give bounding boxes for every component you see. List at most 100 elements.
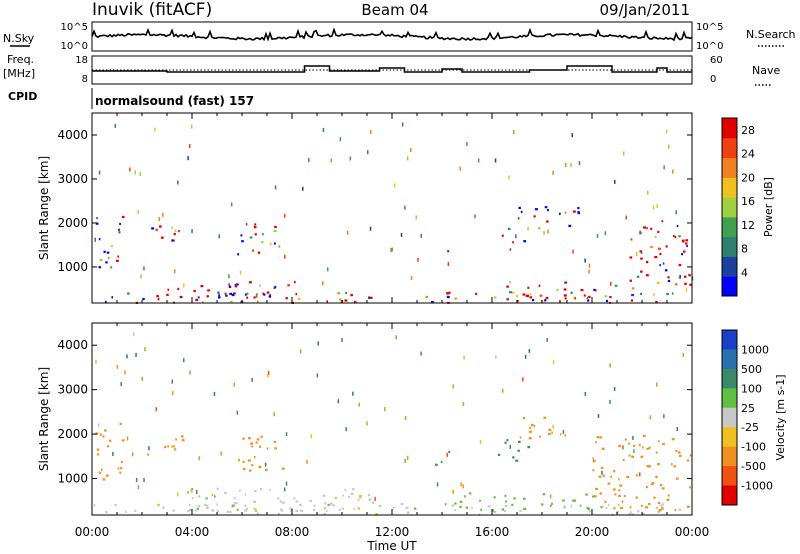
data-pixel bbox=[109, 439, 112, 442]
data-pixel bbox=[400, 232, 403, 237]
data-pixel bbox=[548, 428, 552, 431]
colorbar-swatch bbox=[722, 330, 737, 350]
data-pixel bbox=[341, 507, 344, 510]
scatter-region bbox=[506, 281, 618, 303]
data-pixel bbox=[295, 500, 299, 503]
data-pixel bbox=[105, 474, 109, 477]
data-pixel bbox=[462, 402, 465, 406]
data-pixel bbox=[119, 222, 121, 226]
data-pixel bbox=[655, 475, 658, 478]
data-pixel bbox=[509, 291, 512, 294]
data-pixel bbox=[564, 281, 567, 284]
colorbar-swatch bbox=[722, 466, 737, 487]
data-pixel bbox=[359, 494, 362, 498]
data-pixel bbox=[246, 292, 249, 295]
data-pixel bbox=[642, 512, 645, 515]
data-pixel bbox=[640, 504, 643, 507]
colorbar-swatch bbox=[722, 197, 737, 218]
data-pixel bbox=[253, 296, 256, 299]
data-pixel bbox=[259, 488, 263, 491]
date-title: 09/Jan/2011 bbox=[600, 1, 691, 19]
data-pixel bbox=[464, 495, 466, 498]
data-pixel bbox=[665, 245, 668, 248]
colorbar-tick-label: 20 bbox=[741, 171, 755, 184]
data-pixel bbox=[211, 509, 215, 512]
data-pixel bbox=[413, 507, 417, 510]
data-pixel bbox=[493, 510, 497, 514]
data-pixel bbox=[475, 292, 478, 295]
data-pixel bbox=[594, 289, 597, 292]
data-pixel bbox=[324, 502, 326, 505]
data-pixel bbox=[446, 296, 450, 299]
data-pixel bbox=[613, 386, 616, 391]
data-pixel bbox=[658, 509, 662, 512]
data-pixel bbox=[267, 373, 269, 378]
data-pixel bbox=[137, 485, 140, 490]
data-pixel bbox=[588, 510, 592, 513]
data-pixel bbox=[229, 300, 233, 304]
x-tick-label: 00:00 bbox=[75, 525, 110, 539]
data-pixel bbox=[671, 292, 674, 295]
data-pixel bbox=[176, 492, 179, 497]
data-pixel bbox=[181, 439, 185, 442]
data-pixel bbox=[277, 512, 280, 515]
data-pixel bbox=[594, 495, 597, 498]
data-pixel bbox=[269, 242, 272, 245]
data-pixel bbox=[552, 170, 554, 175]
data-pixel bbox=[327, 267, 329, 272]
data-pixel bbox=[672, 169, 674, 174]
data-pixel bbox=[612, 488, 616, 491]
colorbar-tick-label: 16 bbox=[741, 195, 755, 208]
data-pixel bbox=[556, 288, 559, 292]
data-pixel bbox=[527, 286, 530, 289]
colorbar-tick-label: -1000 bbox=[741, 480, 773, 493]
data-pixel bbox=[234, 285, 238, 288]
data-pixel bbox=[676, 224, 679, 228]
panel-background bbox=[92, 113, 692, 303]
data-pixel bbox=[174, 229, 177, 232]
data-pixel bbox=[676, 427, 678, 431]
data-pixel bbox=[323, 512, 326, 516]
colorbar-label: Velocity [m s-1] bbox=[774, 374, 787, 460]
data-pixel bbox=[601, 470, 603, 475]
data-pixel bbox=[517, 217, 520, 220]
data-pixel bbox=[253, 226, 257, 229]
data-pixel bbox=[234, 284, 237, 287]
data-pixel bbox=[177, 287, 180, 290]
data-pixel bbox=[144, 347, 146, 352]
data-pixel bbox=[105, 261, 108, 264]
data-pixel bbox=[685, 242, 688, 245]
data-pixel bbox=[544, 299, 547, 302]
nsearch-label: N.Search bbox=[746, 28, 796, 41]
data-pixel bbox=[183, 358, 185, 363]
data-pixel bbox=[446, 452, 448, 457]
data-pixel bbox=[102, 435, 105, 438]
data-pixel bbox=[237, 253, 240, 256]
data-pixel bbox=[265, 468, 268, 471]
data-pixel bbox=[310, 434, 312, 439]
data-pixel bbox=[242, 437, 245, 440]
data-pixel bbox=[646, 447, 649, 450]
data-pixel bbox=[656, 281, 660, 284]
data-pixel bbox=[477, 158, 480, 163]
data-pixel bbox=[529, 296, 533, 299]
data-pixel bbox=[274, 447, 277, 450]
data-pixel bbox=[280, 508, 283, 511]
data-pixel bbox=[384, 407, 386, 412]
data-pixel bbox=[269, 294, 271, 297]
data-pixel bbox=[125, 510, 127, 513]
data-pixel bbox=[666, 498, 670, 501]
data-pixel bbox=[662, 262, 665, 265]
data-pixel bbox=[663, 165, 665, 170]
colorbar-label: Power [dB] bbox=[762, 177, 775, 237]
data-pixel bbox=[572, 249, 574, 254]
data-pixel bbox=[103, 250, 106, 253]
data-pixel bbox=[251, 249, 255, 252]
data-pixel bbox=[584, 258, 586, 263]
y-tick-label: 2000 bbox=[57, 427, 88, 441]
data-pixel bbox=[642, 446, 644, 449]
data-pixel bbox=[539, 435, 541, 438]
data-pixel bbox=[466, 142, 468, 146]
data-pixel bbox=[253, 507, 257, 510]
data-pixel bbox=[277, 497, 280, 500]
